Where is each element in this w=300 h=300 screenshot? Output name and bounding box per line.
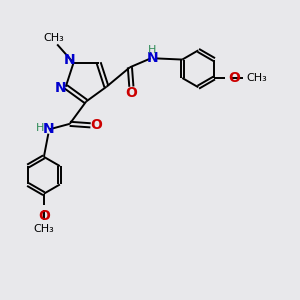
Text: CH₃: CH₃ — [246, 73, 267, 83]
Text: O: O — [90, 118, 102, 132]
Text: H: H — [148, 45, 156, 55]
Text: CH₃: CH₃ — [44, 33, 64, 43]
Text: N: N — [146, 51, 158, 65]
Text: CH₃: CH₃ — [34, 224, 54, 234]
Text: N: N — [43, 122, 54, 136]
Text: H: H — [36, 123, 44, 133]
Text: N: N — [55, 81, 66, 95]
Text: N: N — [64, 53, 76, 68]
Text: O: O — [125, 85, 137, 100]
Text: O: O — [38, 209, 50, 224]
Text: O: O — [228, 71, 240, 85]
